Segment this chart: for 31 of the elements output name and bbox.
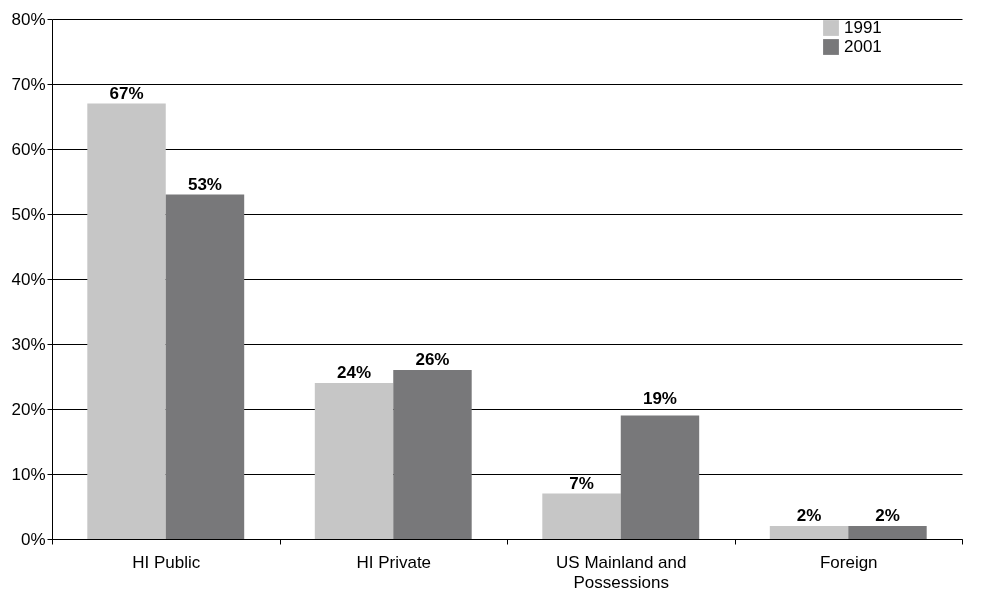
y-tick-label: 60% [11,139,46,159]
data-label: 53% [187,174,222,194]
x-tick-label: US Mainland and Possessions [556,552,687,592]
y-tick-label: 70% [11,74,46,94]
y-tick-label: 40% [11,269,46,289]
bar [769,526,849,539]
y-tick-label: 10% [11,464,46,484]
bar [620,415,700,539]
data-label: 19% [642,389,677,408]
x-tick-label: Foreign [819,552,878,572]
data-label: 67% [109,83,144,103]
y-tick-label: 30% [11,334,46,354]
legend-label: 1991 [844,18,882,37]
data-label: 24% [337,363,372,382]
x-tick-label: HI Private [356,552,432,572]
legend-label: 2001 [844,37,882,56]
y-tick-label: 0% [20,529,46,549]
y-tick-label: 80% [11,9,46,29]
y-tick-label: 20% [11,399,46,419]
bar [314,383,394,539]
bar [87,103,166,539]
data-label: 2% [875,506,900,525]
bar [848,526,927,539]
data-label: 2% [796,506,822,525]
bar [165,194,245,539]
bar [393,370,472,539]
x-tick-label: HI Public [132,552,201,572]
data-label: 26% [415,350,450,369]
data-label: 7% [569,473,594,493]
bar [542,493,621,539]
y-tick-label: 50% [11,204,46,224]
